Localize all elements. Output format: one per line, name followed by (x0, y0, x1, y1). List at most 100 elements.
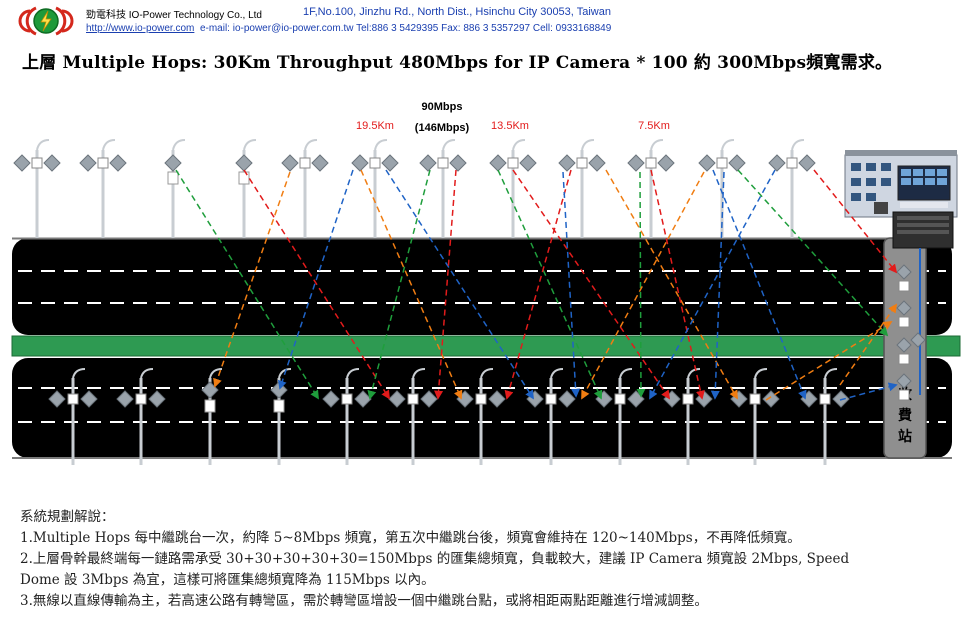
wireless-link-arrow (712, 169, 807, 400)
relay-unit-icon (896, 373, 912, 401)
wireless-link-arrow (650, 169, 705, 400)
radio-unit-icon (716, 157, 728, 169)
antenna-icon (388, 390, 406, 408)
light-pole-icon (419, 139, 467, 238)
light-poles-bottom (48, 368, 850, 465)
wireless-link-arrow (512, 169, 671, 400)
website-link[interactable]: http://www.io-power.com (86, 23, 195, 34)
light-pole-icon (627, 139, 675, 238)
antenna-icon (910, 332, 926, 348)
page-title: 上層 Multiple Hops: 30Km Throughput 480Mbp… (22, 53, 893, 73)
camera-icon (273, 399, 285, 413)
distance-label: 19.5Km (356, 120, 394, 132)
light-pole-icon (270, 368, 292, 465)
antenna-icon (627, 154, 645, 172)
wireless-link-arrow (175, 169, 319, 400)
antenna-icon (13, 154, 31, 172)
antenna-icon (698, 154, 716, 172)
light-poles-top (13, 139, 816, 238)
radio-unit-icon (341, 393, 353, 405)
light-pole-icon (322, 368, 372, 465)
camera-icon (167, 171, 179, 185)
light-pole-icon (48, 368, 98, 465)
radio-unit-icon (786, 157, 798, 169)
radio-unit-icon (645, 157, 657, 169)
wireless-link-arrow (360, 169, 463, 400)
wireless-link-arrow (737, 169, 889, 337)
wireless-link-arrow (636, 171, 646, 398)
wireless-link-arrow (581, 171, 705, 400)
antenna-icon (519, 154, 537, 172)
radio-unit-icon (898, 389, 910, 401)
wireless-link-arrow (497, 169, 603, 400)
antenna-icon (488, 390, 506, 408)
radio-unit-icon (97, 157, 109, 169)
system-notes: 系統規劃解說： 1.Multiple Hops 每中繼跳台一次，約降 5~8Mb… (20, 507, 950, 612)
camera-icon (238, 171, 250, 185)
antenna-icon (164, 154, 182, 172)
notes-line-1: 1.Multiple Hops 每中繼跳台一次，約降 5~8Mbps 頻寬，第五… (20, 530, 801, 546)
distance-label: 7.5Km (638, 120, 670, 132)
contact-line: http://www.io-power.com e-mail: io-power… (86, 23, 611, 34)
antenna-icon (449, 154, 467, 172)
wireless-link-arrow (278, 169, 354, 390)
light-pole-icon (164, 139, 186, 238)
radio-unit-icon (507, 157, 519, 169)
wireless-link-arrow (243, 169, 390, 400)
light-pole-icon (489, 139, 537, 238)
antenna-icon (322, 390, 340, 408)
light-pole-icon (768, 139, 816, 238)
light-pole-icon (235, 139, 257, 238)
relay-unit-icon (896, 264, 912, 292)
light-pole-icon (351, 139, 399, 238)
bandwidth-sub-label: (146Mbps) (415, 122, 470, 134)
notes-line-2a: 2.上層骨幹最終端每一鏈路需承受 30+30+30+30+30=150Mbps … (20, 551, 850, 567)
antenna-icon (351, 154, 369, 172)
notes-line-2b: Dome 設 3Mbps 為宜，這樣可將匯集總頻寬降為 115Mbps 以內。 (20, 572, 435, 588)
radio-unit-icon (437, 157, 449, 169)
antenna-icon (43, 154, 61, 172)
light-pole-icon (526, 368, 576, 465)
notes-heading: 系統規劃解說： (20, 509, 115, 525)
antenna-icon (768, 154, 786, 172)
antenna-icon (311, 154, 329, 172)
wireless-link-arrow (434, 169, 457, 400)
radio-unit-icon (475, 393, 487, 405)
antenna-icon (79, 154, 97, 172)
antenna-icon (381, 154, 399, 172)
notes-line-3: 3.無線以直線傳輸為主，若高速公路有轉彎區，需於轉彎區增設一個中繼跳台點，或將相… (20, 593, 708, 609)
radio-unit-icon (749, 393, 761, 405)
radio-unit-icon (135, 393, 147, 405)
radio-unit-icon (407, 393, 419, 405)
antenna-icon (798, 154, 816, 172)
camera-icon (204, 399, 216, 413)
light-pole-icon (116, 368, 166, 465)
light-pole-icon (281, 139, 329, 238)
radio-unit-icon (576, 157, 588, 169)
light-pole-icon (730, 368, 780, 465)
antenna-icon (489, 154, 507, 172)
bandwidth-label: 90Mbps (422, 101, 463, 113)
antenna-icon (896, 264, 912, 280)
antenna-icon (419, 154, 437, 172)
radio-unit-icon (299, 157, 311, 169)
radio-unit-icon (898, 353, 910, 365)
toll-station-char: 站 (898, 428, 912, 445)
antenna-icon (588, 154, 606, 172)
wireless-links (175, 169, 898, 401)
upper-road (12, 238, 952, 335)
light-pole-icon (13, 139, 61, 238)
antenna-icon (148, 390, 166, 408)
antenna-icon (109, 154, 127, 172)
radio-unit-icon (682, 393, 694, 405)
antenna-icon (896, 300, 912, 316)
radio-unit-icon (614, 393, 626, 405)
antenna-icon (558, 154, 576, 172)
antenna-icon (80, 390, 98, 408)
antenna-icon (728, 154, 746, 172)
company-address: 1F,No.100, Jinzhu Rd., North Dist., Hsin… (303, 6, 611, 18)
median-strip (11, 335, 961, 357)
radio-unit-icon (898, 280, 910, 292)
